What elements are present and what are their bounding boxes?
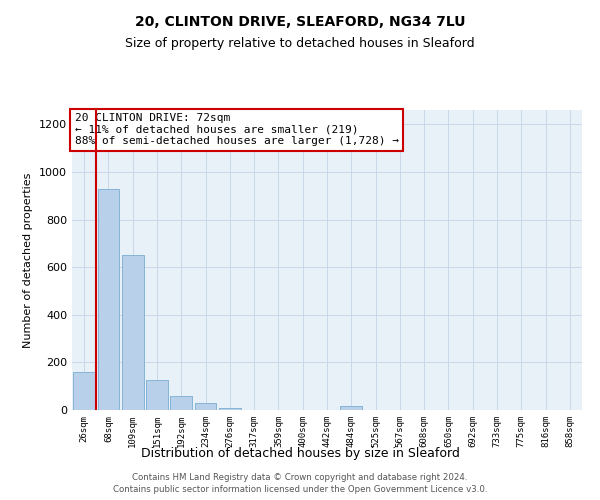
- Bar: [170, 396, 192, 410]
- Bar: [340, 406, 362, 410]
- Bar: [97, 188, 119, 410]
- Text: Contains public sector information licensed under the Open Government Licence v3: Contains public sector information licen…: [113, 485, 487, 494]
- Bar: [122, 255, 143, 410]
- Text: Size of property relative to detached houses in Sleaford: Size of property relative to detached ho…: [125, 38, 475, 51]
- Bar: [194, 404, 217, 410]
- Y-axis label: Number of detached properties: Number of detached properties: [23, 172, 34, 348]
- Text: Contains HM Land Registry data © Crown copyright and database right 2024.: Contains HM Land Registry data © Crown c…: [132, 472, 468, 482]
- Bar: [73, 372, 95, 410]
- Bar: [146, 380, 168, 410]
- Text: 20 CLINTON DRIVE: 72sqm
← 11% of detached houses are smaller (219)
88% of semi-d: 20 CLINTON DRIVE: 72sqm ← 11% of detache…: [74, 113, 398, 146]
- Bar: [219, 408, 241, 410]
- Text: Distribution of detached houses by size in Sleaford: Distribution of detached houses by size …: [140, 448, 460, 460]
- Text: 20, CLINTON DRIVE, SLEAFORD, NG34 7LU: 20, CLINTON DRIVE, SLEAFORD, NG34 7LU: [135, 15, 465, 29]
